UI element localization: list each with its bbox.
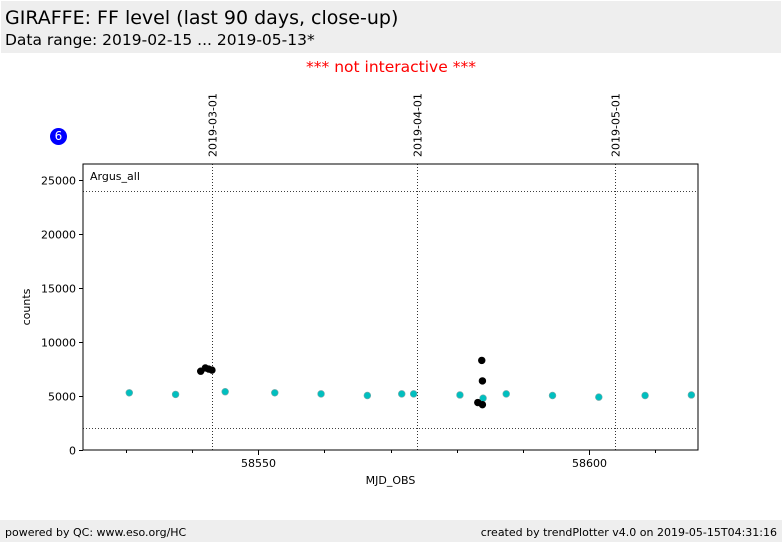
- page-subtitle: Data range: 2019-02-15 ... 2019-05-13*: [5, 31, 315, 49]
- y-tick-label: 5000: [48, 391, 76, 404]
- data-point: [595, 393, 603, 401]
- footer-bar: powered by QC: www.eso.org/HC created by…: [0, 520, 782, 542]
- y-tick-label: 15000: [41, 283, 76, 296]
- data-point: [271, 389, 279, 397]
- plot-number-badge: 6: [50, 128, 67, 145]
- data-point: [208, 366, 216, 374]
- data-point: [398, 390, 406, 398]
- data-point: [641, 391, 649, 400]
- data-point: [478, 400, 487, 409]
- data-point: [125, 389, 133, 397]
- data-point: [456, 391, 464, 399]
- data-point: [363, 391, 372, 400]
- date-marker-label: 2019-03-01: [207, 93, 220, 157]
- data-point: [409, 390, 418, 398]
- y-axis-label: counts: [20, 288, 33, 325]
- page-title: GIRAFFE: FF level (last 90 days, close-u…: [5, 7, 399, 29]
- data-point: [478, 356, 486, 365]
- data-point: [548, 391, 557, 400]
- data-point: [687, 391, 696, 399]
- data-points: [125, 356, 696, 409]
- plot-annotation: Argus_all: [90, 170, 140, 183]
- x-tick-label: 58600: [572, 457, 607, 470]
- y-tick-label: 25000: [41, 175, 76, 188]
- date-marker-label: 2019-04-01: [412, 93, 425, 157]
- x-axis-label: MJD_OBS: [366, 474, 416, 487]
- axes: 0 5000 10000 15000 20000 25000 58550 58600: [41, 175, 656, 470]
- reference-lines: 2019-03-01 2019-04-01 2019-05-01: [83, 93, 698, 450]
- y-tick-label: 0: [69, 445, 76, 458]
- header-bar: GIRAFFE: FF level (last 90 days, close-u…: [0, 0, 782, 54]
- data-point: [171, 390, 180, 399]
- data-point: [221, 388, 229, 396]
- plot-frame: [82, 163, 699, 451]
- y-tick-label: 20000: [41, 229, 76, 242]
- footer-credit: powered by QC: www.eso.org/HC: [5, 526, 187, 539]
- date-marker-label: 2019-05-01: [610, 93, 623, 157]
- not-interactive-notice: *** not interactive ***: [306, 58, 476, 76]
- footer-timestamp: created by trendPlotter v4.0 on 2019-05-…: [480, 526, 777, 539]
- x-tick-label: 58550: [241, 457, 276, 470]
- data-point: [478, 377, 487, 385]
- data-point: [317, 390, 325, 398]
- data-point: [502, 390, 510, 398]
- y-tick-label: 10000: [41, 337, 76, 350]
